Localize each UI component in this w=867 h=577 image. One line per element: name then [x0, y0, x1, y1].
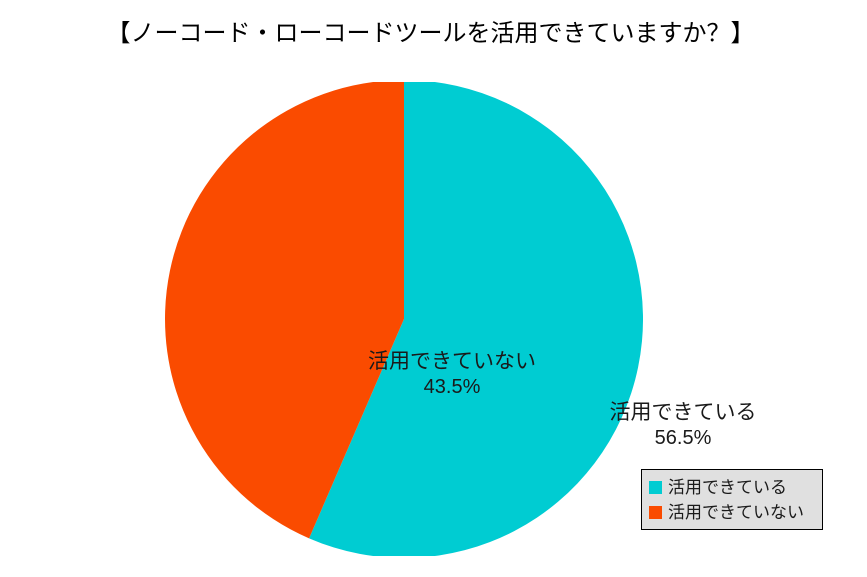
pie-slice-katsuyou-dekiteinai[interactable]: [165, 82, 404, 539]
legend-color-swatch-icon: [649, 481, 662, 494]
pie-chart: 活用できている 56.5% 活用できていない 43.5%: [165, 82, 757, 556]
legend-item-1-label: 活用できていない: [668, 502, 804, 522]
legend-color-swatch-icon: [649, 506, 662, 519]
legend-item-0[interactable]: 活用できている: [649, 475, 822, 500]
chart-title: 【ノーコード・ローコードツールを活用できていますか？】: [106, 21, 755, 47]
pie-svg: [165, 82, 643, 556]
legend-item-0-label: 活用できている: [668, 477, 787, 497]
pie-slice-katsuyou-dekiteiru[interactable]: [309, 82, 643, 556]
chart-legend: 活用できている 活用できていない: [641, 469, 823, 530]
legend-item-1[interactable]: 活用できていない: [649, 500, 822, 525]
